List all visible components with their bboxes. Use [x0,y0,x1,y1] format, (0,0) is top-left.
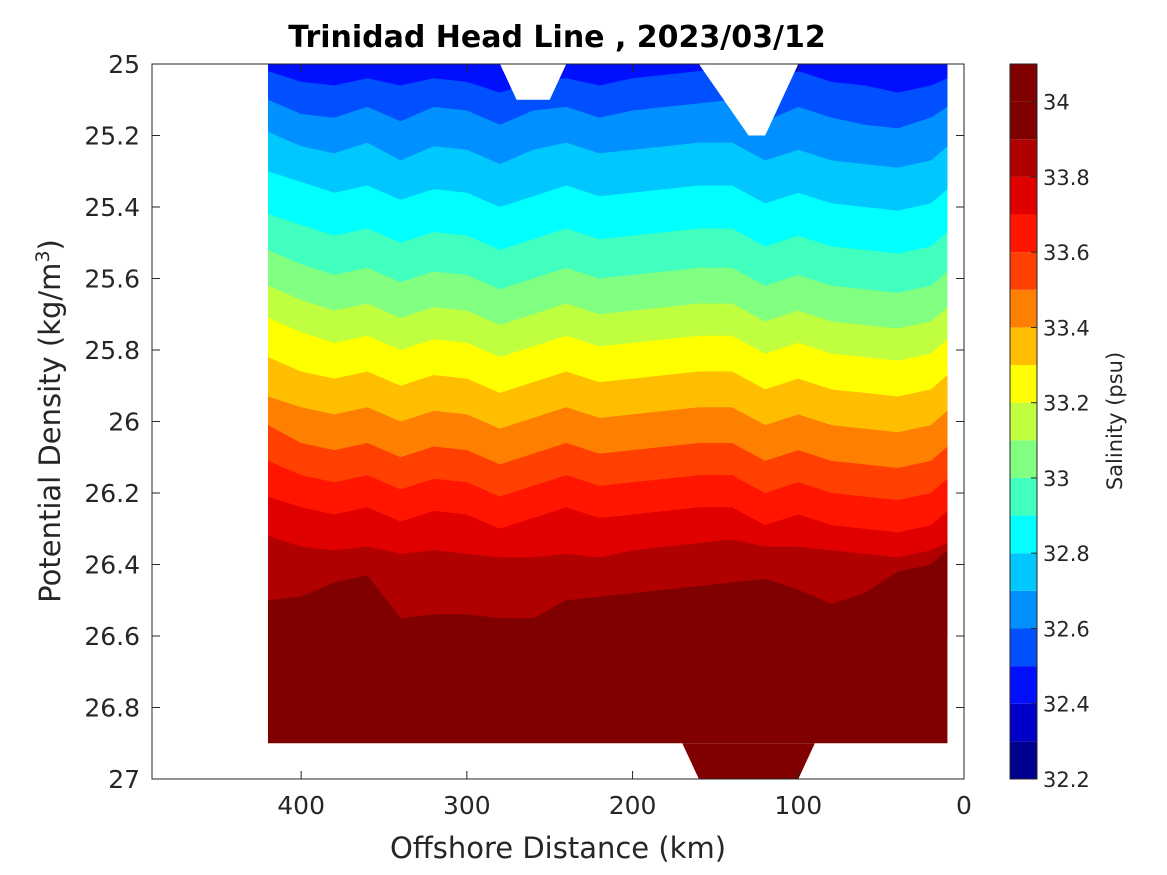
colorbar-band-33.3 [1010,327,1037,366]
y-axis-ticks: 25 25.2 25.4 25.6 25.8 26 26.2 26.4 26.6 26.8 27 [84,50,964,794]
colorbar-band-34 [1010,64,1037,102]
colorbar-band-33.7 [1010,176,1037,215]
colorbar-bands [1010,64,1037,779]
colorbar-band-32.2 [1010,741,1037,779]
colorbar-label: Salinity (psu) [1103,352,1127,490]
y-tick-label-26: 26 [108,408,140,437]
y-axis-label-close: ) [33,239,67,250]
x-tick-label-200: 200 [609,791,657,820]
colorbar-band-32.8 [1010,515,1037,554]
chart-title: Trinidad Head Line , 2023/03/12 [288,20,825,55]
colorbar-ticks: 32.2 32.4 32.6 32.8 33 33.2 33.4 33.6 33.8 34 [1031,91,1090,792]
colorbar-tick-label-32.4: 32.4 [1043,693,1090,717]
y-tick-label-27: 27 [108,765,140,794]
x-axis-ticks: 400 300 200 100 0 [277,64,972,820]
x-axis-label: Offshore Distance (km) [390,831,726,865]
colorbar-band-33.9 [1010,101,1037,140]
colorbar-band-32.7 [1010,553,1037,591]
y-axis-label-main: Potential Density (kg/m [33,263,67,603]
colorbar-tick-label-32.6: 32.6 [1043,617,1090,641]
y-tick-label-25.6: 25.6 [84,265,140,294]
colorbar-band-32.3 [1010,703,1037,742]
contour-bands [268,64,948,779]
y-tick-label-26.6: 26.6 [84,622,140,651]
colorbar-band-33.5 [1010,252,1037,290]
colorbar-tick-label-34: 34 [1043,91,1070,115]
x-tick-label-100: 100 [774,791,822,820]
colorbar-band-33.1 [1010,402,1037,441]
colorbar-band-32.6 [1010,590,1037,629]
y-tick-label-26.4: 26.4 [84,551,140,580]
x-tick-label-400: 400 [277,791,325,820]
band-fill-deep [682,743,815,779]
y-tick-label-25.8: 25.8 [84,336,140,365]
colorbar-tick-label-33.8: 33.8 [1043,166,1090,190]
colorbar-tick-label-32.2: 32.2 [1043,768,1090,792]
colorbar-frame [1009,63,1038,780]
colorbar-band-33.8 [1010,139,1037,177]
y-tick-label-26.2: 26.2 [84,479,140,508]
colorbar-tick-label-33.4: 33.4 [1043,316,1090,340]
y-tick-label-25: 25 [108,50,140,79]
y-axis-label-superscript: 3 [32,250,54,262]
colorbar: 32.2 32.4 32.6 32.8 33 33.2 33.4 33.6 33.8 34 Sal… [1009,63,1127,792]
y-tick-label-25.4: 25.4 [84,193,140,222]
x-tick-label-0: 0 [956,791,972,820]
colorbar-band-32.5 [1010,628,1037,667]
no-data-regions [500,64,799,136]
colorbar-band-33.4 [1010,289,1037,328]
colorbar-band-33.2 [1010,365,1037,403]
colorbar-band-32.9 [1010,477,1037,516]
colorbar-tick-label-33.2: 33.2 [1043,392,1090,416]
colorbar-band-33.6 [1010,214,1037,253]
y-axis-label: Potential Density (kg/m3) [32,239,67,603]
colorbar-band-32.4 [1010,666,1037,704]
no-data-notch-2 [698,64,799,136]
no-data-notch-1 [500,64,567,100]
y-tick-label-25.2: 25.2 [84,122,140,151]
x-tick-label-300: 300 [443,791,491,820]
colorbar-tick-label-33.6: 33.6 [1043,241,1090,265]
plot-area [151,63,965,780]
colorbar-tick-label-33: 33 [1043,467,1070,491]
colorbar-tick-label-32.8: 32.8 [1043,542,1090,566]
y-tick-label-26.8: 26.8 [84,694,140,723]
colorbar-band-33 [1010,440,1037,478]
